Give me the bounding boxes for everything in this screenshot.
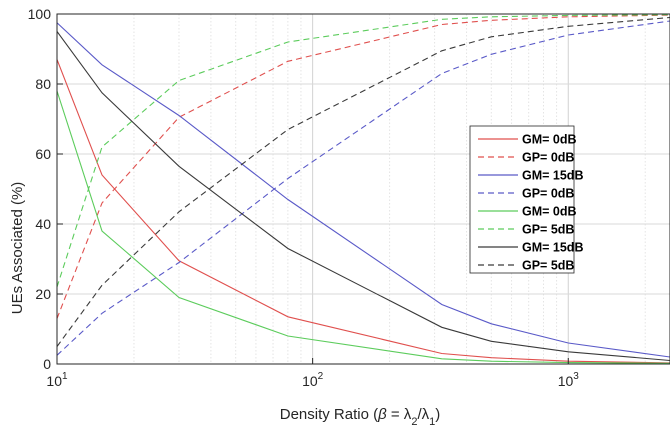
legend-label: GM= 15dB xyxy=(522,241,583,255)
x-axis-label: Density Ratio (β = λ2/λ1) xyxy=(280,406,440,428)
legend-label: GP= 5dB xyxy=(522,223,574,237)
y-tick-label: 60 xyxy=(35,146,51,162)
series-line-5 xyxy=(57,90,670,364)
series-line-7 xyxy=(57,31,670,362)
legend-label: GM= 0dB xyxy=(522,133,577,147)
plot-frame xyxy=(56,13,670,365)
series-line-4 xyxy=(57,20,670,356)
y-tick-labels: 0 20 40 60 80 100 xyxy=(28,6,52,372)
series-line-8 xyxy=(57,16,670,347)
series-line-2 xyxy=(57,14,670,319)
legend-label: GP= 0dB xyxy=(522,187,574,201)
series-layer xyxy=(57,14,670,364)
x-tick-label: 102 xyxy=(302,371,324,389)
tick-layer xyxy=(56,13,569,365)
y-axis-label: UEs Associated (%) xyxy=(9,182,26,315)
y-tick-label: 80 xyxy=(35,76,51,92)
x-tick-label: 101 xyxy=(46,371,68,389)
y-tick-label: 20 xyxy=(35,286,51,302)
y-tick-label: 0 xyxy=(43,356,51,372)
series-line-6 xyxy=(57,14,670,288)
legend-box xyxy=(469,125,575,274)
legend-label: GM= 0dB xyxy=(522,205,577,219)
series-line-3 xyxy=(57,22,670,358)
legend-label: GP= 5dB xyxy=(522,259,574,273)
y-tick-label: 100 xyxy=(28,6,52,22)
legend: GM= 0dB GP= 0dB GM= 15dB GP= 0dB GM= 0dB GP= … xyxy=(469,125,583,274)
y-tick-label: 40 xyxy=(35,216,51,232)
series-line-1 xyxy=(57,59,670,364)
x-tick-label: 103 xyxy=(558,371,580,389)
legend-label: GM= 15dB xyxy=(522,169,583,183)
grid xyxy=(56,13,670,365)
x-tick-labels: 101 102 103 xyxy=(46,371,579,389)
legend-label: GP= 0dB xyxy=(522,151,574,165)
